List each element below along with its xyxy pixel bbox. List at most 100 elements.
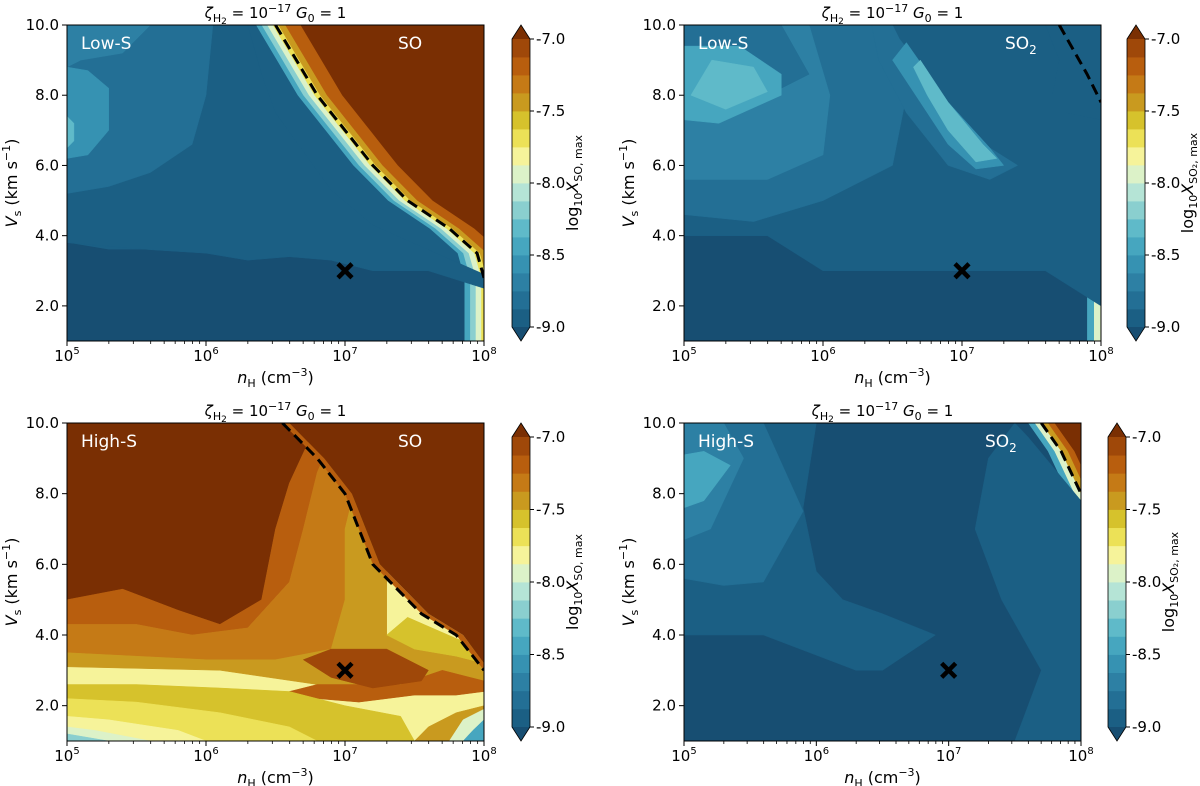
- colorbar-segment: [1108, 582, 1126, 601]
- contour-band: [1045, 25, 1101, 121]
- contour-high-region: [289, 423, 484, 664]
- colorbar-segment: [1127, 111, 1145, 130]
- corner-label-left: High-S: [81, 432, 137, 452]
- colorbar-segment: [1108, 455, 1126, 474]
- colorbar-segment: [1108, 473, 1126, 492]
- colorbar-tick-label: -8.5: [536, 646, 565, 664]
- colorbar-tick-label: -7.0: [536, 428, 565, 446]
- colorbar-label: log10XSO₂, max: [1178, 132, 1200, 233]
- contour-band: [690, 59, 768, 110]
- colorbar-segment: [1127, 201, 1145, 220]
- colorbar-segment: [1127, 129, 1145, 148]
- colorbar-segment: [1108, 600, 1126, 619]
- colorbar-segment: [512, 291, 530, 310]
- colorbar-segment: [1108, 563, 1126, 583]
- colorbar-segment: [512, 690, 530, 710]
- y-tick-label: 2.0: [652, 297, 676, 315]
- x-tick-label: 106: [804, 746, 829, 765]
- x-tick-label: 106: [193, 346, 218, 365]
- colorbar-segment: [1108, 618, 1126, 637]
- colorbar-segment: [1108, 636, 1126, 655]
- plot-frame: [66, 422, 485, 742]
- colorbar-segment: [512, 455, 530, 474]
- panel-3: High-S SO ζH2 = 10−17 G0 = 1 105 106 107 108 2.…: [0, 400, 585, 786]
- colorbar-segment: [512, 527, 530, 547]
- contour-band: [302, 648, 429, 689]
- x-tick-label: 105: [54, 346, 79, 365]
- colorbar-segment: [512, 473, 530, 492]
- colorbar-segment: [1127, 255, 1145, 274]
- colorbar-segment: [1127, 273, 1145, 292]
- panel-2: Low-S SO2 ζH2 = 10−17 G0 = 1 105 106 107 108 2.…: [617, 2, 1200, 390]
- colorbar-tick-label: -8.5: [536, 246, 565, 264]
- contour-level-band: [1054, 423, 1081, 466]
- colorbar-segment: [1127, 219, 1145, 238]
- colorbar-tick-label: -8.0: [1151, 174, 1180, 192]
- x-tick-label: 105: [671, 746, 696, 765]
- colorbar-label: log10XSO, max: [563, 534, 585, 630]
- y-axis-label: Vs (km s−1): [0, 538, 24, 627]
- colorbar-tick-label: -9.0: [1132, 718, 1161, 736]
- x-tick-label: 105: [671, 346, 696, 365]
- colorbar-segment: [512, 147, 530, 166]
- y-tick-label: 10.0: [26, 16, 59, 34]
- x-tick-label: 107: [332, 346, 357, 365]
- x-tick-label: 107: [936, 746, 961, 765]
- colorbar-tick-label: -8.5: [1151, 246, 1180, 264]
- colorbar-segment: [512, 183, 530, 202]
- contour-band: [462, 719, 484, 741]
- colorbar-tick-label: -8.0: [1132, 573, 1161, 591]
- colorbar-segment: [512, 165, 530, 184]
- colorbar-segment: [512, 129, 530, 148]
- x-axis-label: nH (cm−3): [844, 766, 921, 786]
- panel-title: ζH2 = 10−17 G0 = 1: [811, 400, 954, 425]
- corner-label-left: High-S: [698, 432, 754, 452]
- contour-band: [913, 59, 998, 163]
- colorbar-segment: [512, 273, 530, 292]
- colorbar-tick-label: -8.0: [536, 573, 565, 591]
- colorbar-tick-label: -7.5: [1151, 102, 1180, 120]
- colorbar-segment: [1127, 147, 1145, 166]
- panel-title: ζH2 = 10−17 G0 = 1: [204, 400, 347, 425]
- y-tick-label: 6.0: [35, 555, 59, 573]
- y-tick-label: 10.0: [26, 414, 59, 432]
- colorbar-segment: [1108, 491, 1126, 510]
- y-tick-label: 8.0: [35, 86, 59, 104]
- contour-band: [67, 733, 109, 741]
- contour-level-band: [300, 25, 484, 238]
- colorbar-segment: [512, 563, 530, 583]
- marker-x: [940, 661, 958, 679]
- colorbar-tick-label: -8.0: [536, 174, 565, 192]
- panel-title: ζH2 = 10−17 G0 = 1: [821, 2, 964, 27]
- colorbar-segment: [1108, 509, 1126, 529]
- dashed-contour-line: [274, 25, 484, 279]
- colorbar: -7.0 -7.5 -8.0 -8.5 -9.0 log10XSO₂, max: [1126, 24, 1200, 342]
- colorbar-tick-label: -7.5: [536, 102, 565, 120]
- colorbar-segment: [512, 111, 530, 130]
- colorbar-segment: [512, 491, 530, 510]
- x-tick-label: 108: [471, 346, 496, 365]
- colorbar-tick-label: -7.0: [1132, 428, 1161, 446]
- marker-x: [336, 661, 354, 679]
- colorbar-segment: [512, 545, 530, 565]
- colorbar: -7.0 -7.5 -8.0 -8.5 -9.0 log10XSO₂, max: [1107, 422, 1181, 742]
- corner-label-right: SO: [398, 34, 422, 54]
- contour-field: [684, 25, 1101, 341]
- panel-4: High-S SO2 ζH2 = 10−17 G0 = 1 105 106 107 108 2…: [617, 400, 1181, 786]
- colorbar-segment: [512, 600, 530, 619]
- plot-frame: [683, 24, 1102, 342]
- colorbar-tick-label: -7.5: [536, 501, 565, 519]
- contour-band: [67, 115, 75, 149]
- x-axis-label: nH (cm−3): [237, 766, 314, 786]
- contour-band: [386, 617, 484, 664]
- colorbar-segment: [512, 237, 530, 256]
- x-tick-label: 108: [1068, 746, 1093, 765]
- colorbar-segment: [1127, 291, 1145, 310]
- colorbar-tick-label: -8.5: [1132, 646, 1161, 664]
- colorbar-segment: [512, 255, 530, 274]
- x-tick-label: 106: [810, 346, 835, 365]
- colorbar-segment: [512, 437, 530, 456]
- x-tick-label: 106: [193, 746, 218, 765]
- x-tick-label: 105: [54, 746, 79, 765]
- dashed-contour-line: [281, 423, 484, 672]
